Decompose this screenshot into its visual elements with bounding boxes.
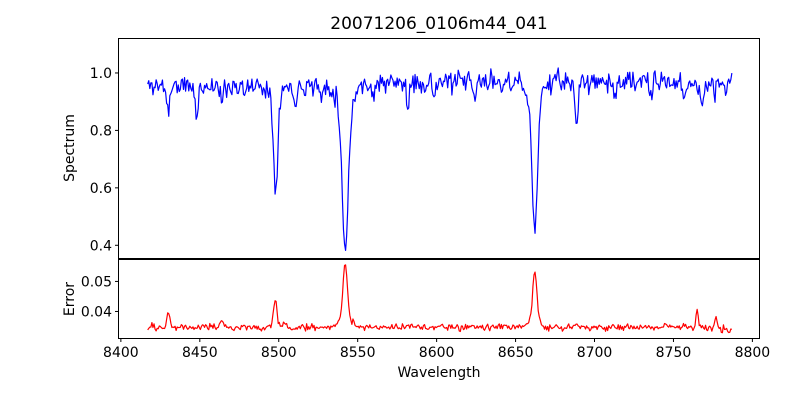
y-tick-label: 0.8 [90,123,112,139]
x-tick-label: 8800 [735,345,771,361]
x-tick-label: 8500 [261,345,297,361]
y-tick-label: 0.4 [90,238,112,254]
error-line [147,264,733,334]
x-tick-label: 8650 [498,345,534,361]
y-tick-label: 0.6 [90,181,112,197]
axes-frame-1 [118,259,760,339]
axes-frame-0 [118,38,760,259]
y-tick-label: 0.04 [81,304,112,320]
y-tick-label: 1.0 [90,66,112,82]
x-tick-label: 8450 [182,345,218,361]
x-tick-label: 8550 [340,345,376,361]
x-tick-label: 8400 [103,345,139,361]
spectrum-line [147,67,733,251]
x-tick-label: 8600 [419,345,455,361]
x-tick-label: 8700 [577,345,613,361]
y-tick-label: 0.05 [81,274,112,290]
x-axis-label: Wavelength [397,365,481,381]
x-tick-label: 8750 [656,345,692,361]
figure-title: 20071206_0106m44_041 [330,14,548,34]
